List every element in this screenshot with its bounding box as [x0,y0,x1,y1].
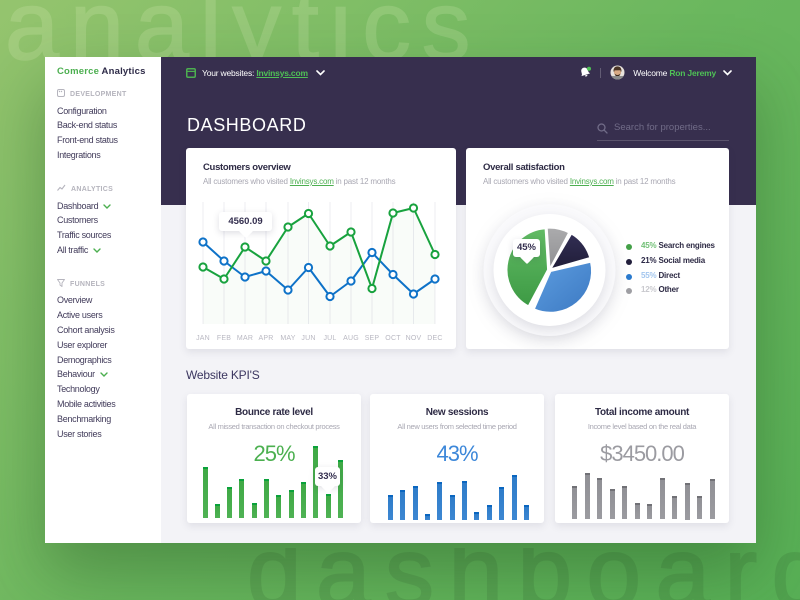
svg-text:JAN: JAN [196,335,210,342]
svg-text:AUG: AUG [343,335,359,342]
svg-text:DEC: DEC [427,335,442,342]
svg-text:MAR: MAR [237,335,253,342]
svg-text:NOV: NOV [406,335,422,342]
svg-text:JUL: JUL [323,335,336,342]
svg-text:SEP: SEP [365,335,380,342]
svg-text:OCT: OCT [385,335,401,342]
svg-text:FEB: FEB [217,335,231,342]
svg-text:MAY: MAY [280,335,295,342]
svg-text:JUN: JUN [301,335,315,342]
svg-text:APR: APR [259,335,274,342]
